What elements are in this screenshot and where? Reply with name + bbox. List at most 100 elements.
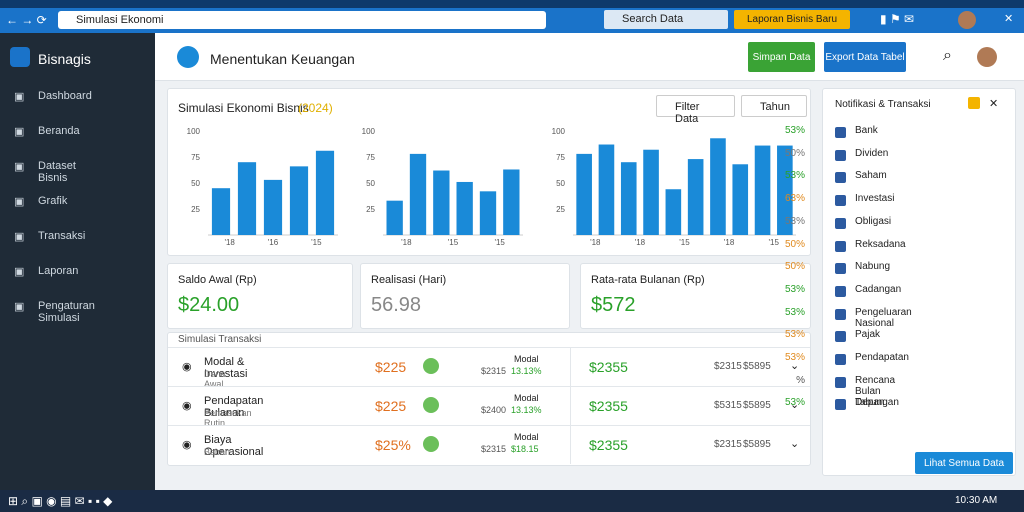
- table-title: Simulasi Transaksi: [178, 334, 262, 345]
- note-name: Rencana Bulan Depan: [855, 374, 896, 408]
- row-name: Modal & Investasi: [204, 356, 248, 380]
- note-value: 53%: [784, 397, 805, 409]
- row-name: Pendapatan Bulanan: [204, 395, 264, 419]
- x-tick-label: '16: [268, 238, 279, 247]
- row-amount: $25%: [375, 437, 411, 453]
- menu-icon: ▣: [14, 301, 25, 313]
- search-field[interactable]: Search Data: [604, 10, 728, 29]
- close[interactable]: ✕: [1004, 13, 1014, 25]
- chart-title: Simulasi Ekonomi Bisnis: [178, 101, 309, 115]
- filter-dropdown[interactable]: Filter Data: [656, 95, 735, 125]
- note-value: 63%: [784, 193, 805, 205]
- note-value: 53%: [784, 170, 805, 182]
- row-sub: Pemasukan Rutin: [204, 408, 252, 428]
- row-expand[interactable]: ⌄: [790, 438, 800, 450]
- summary-label: Rata-rata Bulanan (Rp): [591, 274, 705, 286]
- row-chip: [423, 358, 439, 374]
- x-tick-label: '18: [401, 238, 412, 247]
- note-icon: [835, 127, 846, 138]
- note-icon: [835, 354, 846, 365]
- summary-label: Saldo Awal (Rp): [178, 274, 257, 286]
- row-icon: ◉: [182, 361, 192, 373]
- title-strip: [0, 0, 1024, 8]
- view-all-button[interactable]: Lihat Semua Data: [915, 452, 1013, 474]
- menu-item[interactable]: Pengaturan Simulasi: [38, 300, 95, 324]
- note-name: Pendapatan: [855, 352, 909, 363]
- nav-buttons[interactable]: ← → ⟳: [6, 13, 47, 27]
- menu-item[interactable]: Grafik: [38, 195, 68, 207]
- note-value: 50%: [784, 147, 805, 159]
- taskbar-icons[interactable]: ⊞ ⌕ ▣ ◉ ▤ ✉ ▪ ▪ ◆: [8, 494, 113, 508]
- note-name: Nabung: [855, 261, 891, 273]
- row-tag: Modal: [514, 432, 539, 442]
- bar: [710, 138, 726, 235]
- bar: [643, 149, 659, 235]
- menu-icon: ▣: [14, 196, 25, 208]
- y-tick-label: 50: [556, 179, 565, 188]
- menu-item[interactable]: Transaksi: [38, 230, 86, 242]
- menu-item[interactable]: Beranda: [38, 125, 80, 137]
- note-icon: [835, 308, 846, 320]
- col-divider: [570, 347, 571, 386]
- menu-item[interactable]: Dataset Bisnis: [38, 160, 76, 184]
- menu-icon: ▣: [14, 91, 25, 103]
- bar: [211, 188, 231, 235]
- bar: [386, 200, 403, 235]
- x-tick-label: '15: [494, 238, 505, 247]
- summary-value: $572: [591, 294, 636, 316]
- menu-item[interactable]: Laporan: [38, 265, 79, 277]
- close[interactable]: ✕: [989, 98, 999, 110]
- row-expand[interactable]: ⌄: [790, 360, 800, 372]
- avatar[interactable]: [977, 47, 997, 67]
- x-tick-label: '18: [590, 238, 601, 247]
- menu-icon: ▣: [14, 231, 25, 243]
- notification-title: Notifikasi & Transaksi: [835, 99, 931, 110]
- row-expand[interactable]: ⌄: [790, 399, 800, 411]
- row-rate: $18.15: [511, 444, 539, 454]
- row-tag: Modal: [514, 393, 539, 403]
- row-b: $5895: [743, 439, 771, 450]
- row-tag: Modal: [514, 354, 539, 364]
- row-ref: $2400: [481, 405, 507, 415]
- y-tick-label: 50: [191, 179, 200, 188]
- year-dropdown[interactable]: Tahun: [741, 95, 807, 117]
- row-icon: ◉: [182, 400, 192, 412]
- notification-panel: Notifikasi & Transaksi ✕ Bank 53% Dividen 5…: [785, 88, 1016, 476]
- y-tick-label: 75: [191, 153, 200, 162]
- charts: 25 50 75 100 '18 '16 '15 25 50 75 100 '18 '15 '15 25 50…: [187, 127, 796, 247]
- export-button[interactable]: Export Data Tabel: [824, 42, 906, 72]
- row-divider: [168, 386, 810, 387]
- note-name: Pengeluaran Nasional: [855, 306, 912, 329]
- x-tick-label: '15: [679, 238, 690, 247]
- search-icon[interactable]: ⌕: [943, 47, 952, 64]
- y-tick-label: 25: [556, 205, 565, 214]
- sidebar: Bisnagis ▣ Dashboard ▣ Beranda ▣ Dataset Bisn…: [0, 33, 155, 490]
- menu-icon: ▣: [14, 126, 25, 138]
- row-b: $5895: [743, 361, 771, 372]
- note-icon: [835, 217, 846, 229]
- menu-item[interactable]: Dashboard: [38, 90, 92, 102]
- note-value: %: [796, 374, 805, 386]
- row-sub: Beban: [204, 447, 231, 457]
- row-name: Biaya Operasional: [204, 434, 264, 458]
- note-value: 50%: [784, 261, 805, 273]
- avatar[interactable]: [958, 11, 976, 29]
- bar: [315, 150, 335, 235]
- action-button[interactable]: Laporan Bisnis Baru: [734, 10, 850, 29]
- bar: [576, 153, 592, 235]
- row-amount: $225: [375, 398, 407, 414]
- save-button[interactable]: Simpan Data: [748, 42, 815, 72]
- row-b: $5895: [743, 400, 771, 411]
- x-tick-label: '15: [448, 238, 459, 247]
- note-value: 53%: [784, 125, 805, 136]
- search: Search Data: [622, 13, 684, 25]
- note-icon: [835, 263, 846, 275]
- row-sub: Dana Awal: [204, 369, 226, 389]
- note-name: Saham: [855, 170, 887, 182]
- browser-bar: ← → ⟳ Simulasi Ekonomi Search Data Lapor…: [0, 8, 1024, 33]
- note-name: Reksadana: [855, 238, 906, 250]
- url-field[interactable]: Simulasi Ekonomi: [58, 11, 546, 29]
- summary-value: 56.98: [371, 294, 422, 316]
- row-rate: 13.13%: [511, 366, 542, 376]
- x-tick-label: '15: [311, 238, 322, 247]
